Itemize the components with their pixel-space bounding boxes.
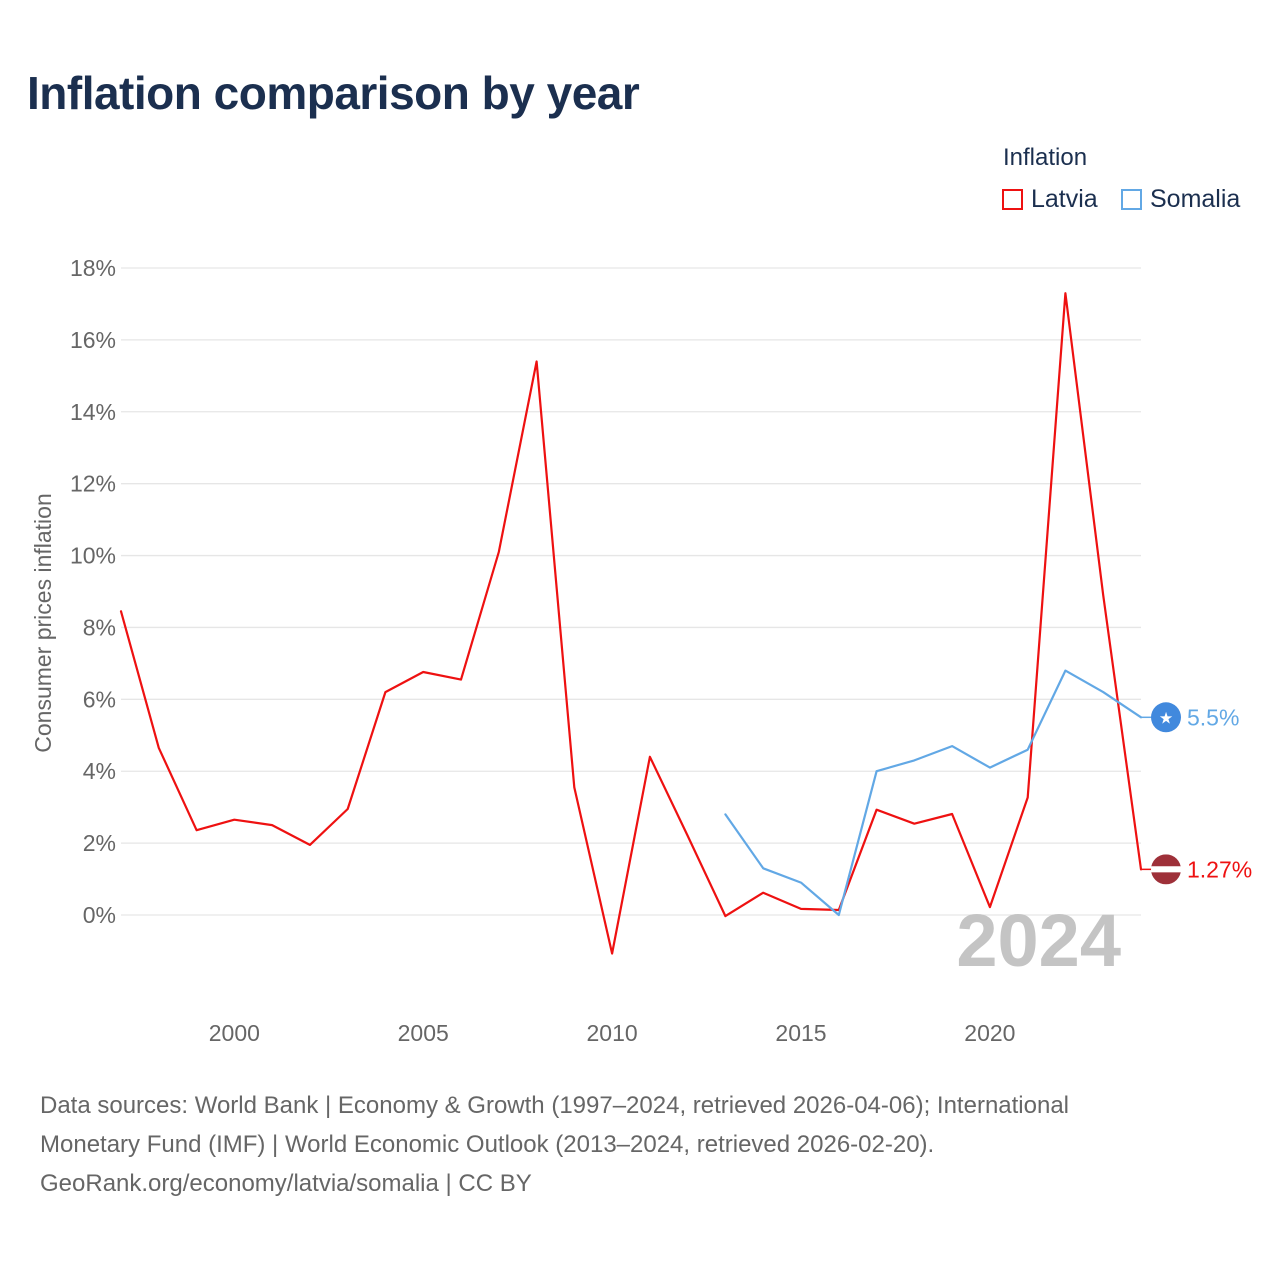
series-line-somalia	[724, 669, 1143, 917]
y-tick-label: 0%	[83, 902, 116, 928]
legend-title: Inflation	[1003, 144, 1088, 171]
y-axis-label: Consumer prices inflation	[30, 493, 56, 753]
y-tick-label: 12%	[70, 471, 116, 497]
x-tick-label: 2015	[775, 1020, 826, 1046]
data-source-note: Data sources: World Bank | Economy & Gro…	[40, 1086, 1220, 1203]
y-tick-label: 4%	[83, 758, 116, 784]
flag-somalia-star-icon: ★	[1159, 708, 1173, 727]
series-line-latvia	[119, 292, 1143, 955]
legend-label-latvia: Latvia	[1031, 185, 1098, 213]
source-line-3: GeoRank.org/economy/latvia/somalia | CC …	[40, 1170, 532, 1197]
y-tick-label: 14%	[70, 399, 116, 425]
end-value-label-somalia: 5.5%	[1187, 704, 1239, 730]
flag-somalia-icon	[1151, 702, 1181, 733]
legend-item-somalia[interactable]: Somalia	[1121, 185, 1240, 214]
x-tick-label: 2020	[964, 1020, 1015, 1046]
y-tick-label: 2%	[83, 830, 116, 856]
source-line-1: Data sources: World Bank | Economy & Gro…	[40, 1092, 1070, 1119]
current-year-label: 2024	[956, 899, 1121, 982]
y-tick-label: 10%	[70, 543, 116, 569]
source-line-2: Monetary Fund (IMF) | World Economic Out…	[40, 1131, 935, 1158]
y-tick-label: 18%	[70, 255, 116, 281]
chart-title: Inflation comparison by year	[27, 67, 640, 119]
y-tick-label: 8%	[83, 614, 116, 640]
end-value-label-latvia: 1.27%	[1187, 856, 1252, 882]
x-tick-label: 2010	[587, 1020, 638, 1046]
legend-item-latvia[interactable]: Latvia	[1002, 185, 1098, 214]
x-tick-label: 2000	[209, 1020, 260, 1046]
legend-label-somalia: Somalia	[1150, 185, 1241, 213]
legend-swatch-latvia	[1002, 189, 1023, 210]
legend-swatch-somalia	[1121, 189, 1142, 210]
y-tick-label: 16%	[70, 327, 116, 353]
inflation-line-chart: 0% 2% 4% 6% 8% 10% 12% 14% 16% 18% 2000 2005 2010 201…	[30, 255, 1252, 1046]
y-tick-label: 6%	[83, 686, 116, 712]
x-tick-label: 2005	[398, 1020, 449, 1046]
flag-latvia-icon	[1151, 854, 1181, 885]
